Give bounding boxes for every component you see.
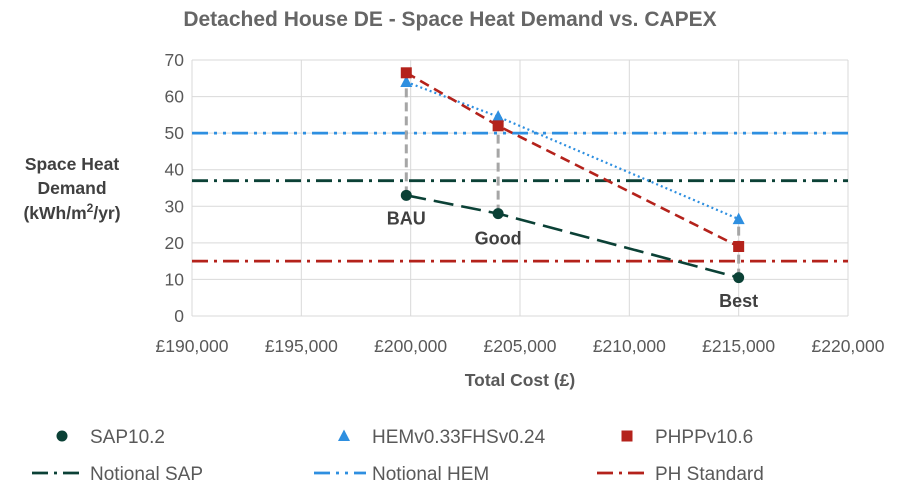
data-point	[733, 241, 745, 253]
x-tick-label: £215,000	[702, 336, 775, 356]
series-line-hemv0-33fhsv0-24	[405, 80, 740, 221]
y-axis-title-line-2: Demand	[37, 178, 106, 198]
legend-entry: SAP10.2	[90, 427, 165, 448]
x-axis-title: Total Cost (£)	[465, 370, 576, 390]
y-tick-label: 0	[174, 306, 184, 326]
y-axis-title-line-3: (kWh/m2/yr)	[23, 201, 120, 223]
legend-entry: Notional HEM	[372, 464, 489, 485]
legend-marker	[338, 429, 350, 441]
y-tick-label: 20	[165, 233, 185, 253]
y-tick-label: 40	[165, 160, 185, 180]
data-point	[400, 67, 412, 79]
y-axis-title-line-1: Space Heat	[25, 154, 120, 174]
legend-entry: PH Standard	[655, 464, 764, 485]
data-point	[733, 272, 745, 284]
legend-entry: HEMv0.33FHSv0.24	[372, 427, 546, 448]
data-point	[492, 110, 505, 122]
annotations: BAU Good Best	[387, 209, 758, 311]
data-point	[492, 208, 504, 220]
chart-title: Detached House DE - Space Heat Demand vs…	[183, 8, 716, 31]
x-tick-label: £210,000	[593, 336, 666, 356]
x-tick-label: £220,000	[812, 336, 885, 356]
data-point	[400, 75, 413, 87]
gridlines	[191, 59, 849, 317]
x-tick-label: £195,000	[265, 336, 338, 356]
y-unit-pre: (kWh/m	[23, 203, 86, 223]
series-line-sap10-2	[406, 194, 740, 279]
drop-lines	[404, 72, 741, 278]
legend-entry: Notional SAP	[90, 464, 203, 485]
y-unit-post: /yr)	[93, 203, 120, 223]
y-unit-sup: 2	[87, 201, 94, 215]
legend-marker	[56, 430, 68, 442]
y-tick-label: 70	[165, 50, 185, 70]
series-line-phppv10-6	[405, 71, 740, 248]
legend-marker	[621, 430, 633, 442]
legend: SAP10.2 HEMv0.33FHSv0.24 PHPPv10.6 Notional…	[32, 427, 764, 485]
annotation-label: Best	[719, 291, 758, 311]
y-tick-label: 50	[165, 123, 185, 143]
y-tick-label: 60	[165, 87, 185, 107]
y-tick-label: 30	[165, 196, 185, 216]
data-point	[732, 212, 745, 225]
legend-entry: PHPPv10.6	[655, 427, 753, 448]
data-point	[400, 189, 412, 201]
reference-lines	[192, 131, 848, 263]
annotation-label: BAU	[387, 209, 426, 229]
x-tick-label: £200,000	[374, 336, 447, 356]
x-tick-label: £190,000	[156, 336, 229, 356]
x-tick-labels: £190,000 £195,000 £200,000 £205,000 £210,000…	[156, 336, 885, 356]
data-point	[492, 120, 504, 132]
y-tick-label: 10	[165, 269, 185, 289]
annotation-label: Good	[475, 229, 522, 249]
series-layer	[400, 67, 745, 284]
y-axis-title: Space Heat Demand (kWh/m2/yr)	[23, 154, 120, 223]
y-tick-labels: 0 10 20 30 40 50 60 70	[165, 50, 185, 326]
x-tick-label: £205,000	[484, 336, 557, 356]
